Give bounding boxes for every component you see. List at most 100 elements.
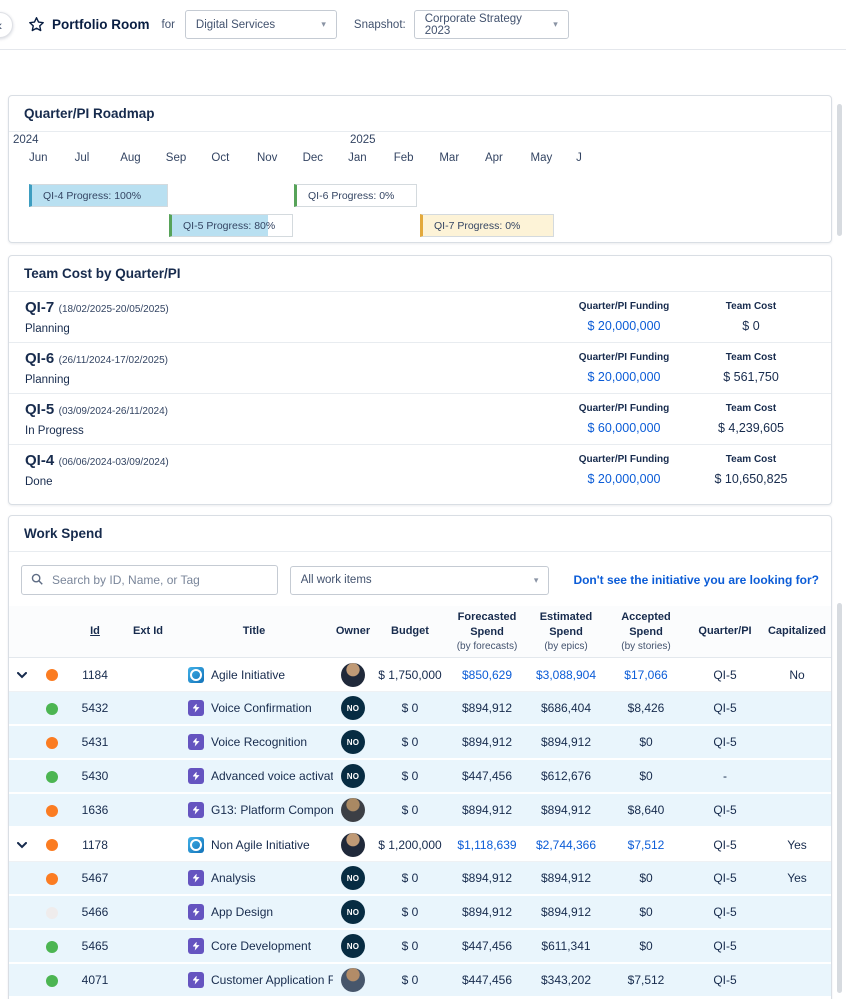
snapshot-label: Snapshot: bbox=[354, 19, 406, 31]
column-sublabel: (by stories) bbox=[621, 640, 670, 654]
funding-value[interactable]: $ 20,000,000 bbox=[553, 370, 695, 384]
owner-avatar[interactable]: NO bbox=[341, 934, 365, 958]
owner-avatar[interactable]: NO bbox=[341, 900, 365, 924]
column-label: Forecasted Spend bbox=[447, 610, 527, 640]
work-item-title[interactable]: Customer Application Fo bbox=[211, 973, 333, 987]
column-header[interactable]: Owner bbox=[333, 624, 373, 639]
owner-avatar[interactable] bbox=[341, 968, 365, 992]
work-item-title[interactable]: Advanced voice activati bbox=[211, 769, 333, 783]
collapse-panel-button[interactable]: ‹ bbox=[0, 12, 13, 38]
chevron-down-icon[interactable] bbox=[9, 672, 35, 679]
column-label: Budget bbox=[391, 624, 429, 639]
work-item-title[interactable]: Core Development bbox=[211, 939, 311, 953]
snapshot-select[interactable]: Corporate Strategy 2023 ▾ bbox=[414, 10, 569, 39]
month-label: J bbox=[576, 152, 622, 164]
funding-value[interactable]: $ 60,000,000 bbox=[553, 421, 695, 435]
owner-avatar[interactable] bbox=[341, 833, 365, 857]
work-item-title[interactable]: Voice Recognition bbox=[211, 735, 307, 749]
column-label: Accepted Spend bbox=[605, 610, 687, 640]
team-cost-value: $ 561,750 bbox=[699, 370, 803, 384]
roadmap-bar[interactable]: QI-7 Progress: 0% bbox=[420, 214, 554, 237]
roadmap-bar[interactable]: QI-5 Progress: 80% bbox=[169, 214, 293, 237]
estimated-spend-value: $686,404 bbox=[527, 701, 605, 715]
year-label: 2024 bbox=[13, 134, 39, 146]
top-bar: ‹ Portfolio Room for Digital Services ▾ … bbox=[0, 0, 846, 50]
estimated-spend-value: $894,912 bbox=[527, 803, 605, 817]
column-header[interactable]: Id bbox=[69, 624, 121, 639]
chevron-down-icon: ▾ bbox=[553, 19, 558, 30]
chevron-down-icon[interactable] bbox=[9, 842, 35, 849]
work-item-id: 1184 bbox=[69, 668, 121, 682]
work-item-row[interactable]: 1636 G13: Platform Compone $ 0 $894,912 … bbox=[9, 794, 831, 828]
month-label: Mar bbox=[439, 152, 485, 164]
accepted-spend-value: $0 bbox=[605, 871, 687, 885]
accepted-spend-value: $17,066 bbox=[605, 668, 687, 682]
work-type-icon bbox=[188, 667, 204, 683]
owner-avatar[interactable] bbox=[341, 663, 365, 687]
work-item-title[interactable]: Non Agile Initiative bbox=[211, 838, 310, 852]
quarter-status: Done bbox=[25, 476, 553, 488]
work-item-id: 1636 bbox=[69, 803, 121, 817]
column-header[interactable]: Ext Id bbox=[121, 624, 175, 639]
estimated-spend-value: $3,088,904 bbox=[527, 668, 605, 682]
work-item-row[interactable]: 5431 Voice Recognition NO $ 0 $894,912 $… bbox=[9, 726, 831, 760]
quarter-funding-stat: Quarter/PI Funding $ 20,000,000 bbox=[553, 350, 695, 393]
work-item-id: 5466 bbox=[69, 905, 121, 919]
work-item-row[interactable]: 1178 Non Agile Initiative $ 1,200,000 $1… bbox=[9, 828, 831, 862]
table-body: 1184 Agile Initiative $ 1,750,000 $850,6… bbox=[9, 658, 831, 998]
forecasted-spend-value: $894,912 bbox=[447, 735, 527, 749]
missing-initiative-link[interactable]: Don't see the initiative you are looking… bbox=[573, 573, 819, 587]
portfolio-select[interactable]: Digital Services ▾ bbox=[185, 10, 337, 39]
owner-avatar[interactable] bbox=[341, 798, 365, 822]
column-header[interactable]: Estimated Spend (by epics) bbox=[527, 610, 605, 653]
owner-avatar[interactable]: NO bbox=[341, 764, 365, 788]
month-label: Aug bbox=[120, 152, 166, 164]
work-item-title[interactable]: Voice Confirmation bbox=[211, 701, 312, 715]
table-scrollbar[interactable] bbox=[837, 603, 842, 993]
team-cost-stat: Team Cost $ 10,650,825 bbox=[699, 452, 803, 496]
work-item-id: 5432 bbox=[69, 701, 121, 715]
column-header[interactable]: Accepted Spend (by stories) bbox=[605, 610, 687, 653]
work-item-row[interactable]: 4071 Customer Application Fo $ 0 $447,45… bbox=[9, 964, 831, 998]
avatar-initials: NO bbox=[347, 908, 360, 917]
star-icon[interactable] bbox=[28, 16, 45, 33]
work-item-row[interactable]: 5432 Voice Confirmation NO $ 0 $894,912 … bbox=[9, 692, 831, 726]
work-item-title[interactable]: G13: Platform Compone bbox=[211, 803, 333, 817]
work-item-title[interactable]: App Design bbox=[211, 905, 273, 919]
work-type-icon bbox=[188, 837, 204, 853]
work-item-title[interactable]: Analysis bbox=[211, 871, 256, 885]
column-header[interactable]: Capitalized bbox=[763, 624, 831, 639]
work-item-row[interactable]: 5467 Analysis NO $ 0 $894,912 $894,912 $… bbox=[9, 862, 831, 896]
work-item-id: 1178 bbox=[69, 838, 121, 852]
column-header[interactable]: Quarter/PI bbox=[687, 624, 763, 639]
forecasted-spend-value: $894,912 bbox=[447, 701, 527, 715]
forecasted-spend-value: $447,456 bbox=[447, 973, 527, 987]
roadmap-bar[interactable]: QI-4 Progress: 100% bbox=[29, 184, 168, 207]
owner-avatar[interactable]: NO bbox=[341, 866, 365, 890]
accepted-spend-value: $0 bbox=[605, 735, 687, 749]
work-item-row[interactable]: 5430 Advanced voice activati NO $ 0 $447… bbox=[9, 760, 831, 794]
work-item-row[interactable]: 1184 Agile Initiative $ 1,750,000 $850,6… bbox=[9, 658, 831, 692]
search-box bbox=[21, 565, 278, 595]
avatar-initials: NO bbox=[347, 738, 360, 747]
column-header[interactable]: Title bbox=[175, 624, 333, 639]
column-header[interactable]: Forecasted Spend (by forecasts) bbox=[447, 610, 527, 653]
bar-label: QI-5 Progress: 80% bbox=[172, 220, 275, 232]
forecasted-spend-value: $894,912 bbox=[447, 871, 527, 885]
status-dot bbox=[46, 703, 58, 715]
column-header[interactable]: Budget bbox=[373, 624, 447, 639]
work-items-filter[interactable]: All work items ▾ bbox=[290, 566, 550, 595]
funding-label: Quarter/PI Funding bbox=[553, 352, 695, 363]
roadmap-scrollbar[interactable] bbox=[837, 104, 842, 236]
team-cost-row: QI-6 (26/11/2024-17/02/2025) Planning Qu… bbox=[9, 343, 831, 394]
work-item-row[interactable]: 5465 Core Development NO $ 0 $447,456 $6… bbox=[9, 930, 831, 964]
owner-avatar[interactable]: NO bbox=[341, 730, 365, 754]
quarter-value: QI-5 bbox=[687, 701, 763, 715]
work-item-row[interactable]: 5466 App Design NO $ 0 $894,912 $894,912… bbox=[9, 896, 831, 930]
owner-avatar[interactable]: NO bbox=[341, 696, 365, 720]
search-input[interactable] bbox=[21, 565, 278, 595]
roadmap-bar[interactable]: QI-6 Progress: 0% bbox=[294, 184, 417, 207]
funding-value[interactable]: $ 20,000,000 bbox=[553, 472, 695, 486]
funding-value[interactable]: $ 20,000,000 bbox=[553, 319, 695, 333]
work-item-title[interactable]: Agile Initiative bbox=[211, 668, 285, 682]
